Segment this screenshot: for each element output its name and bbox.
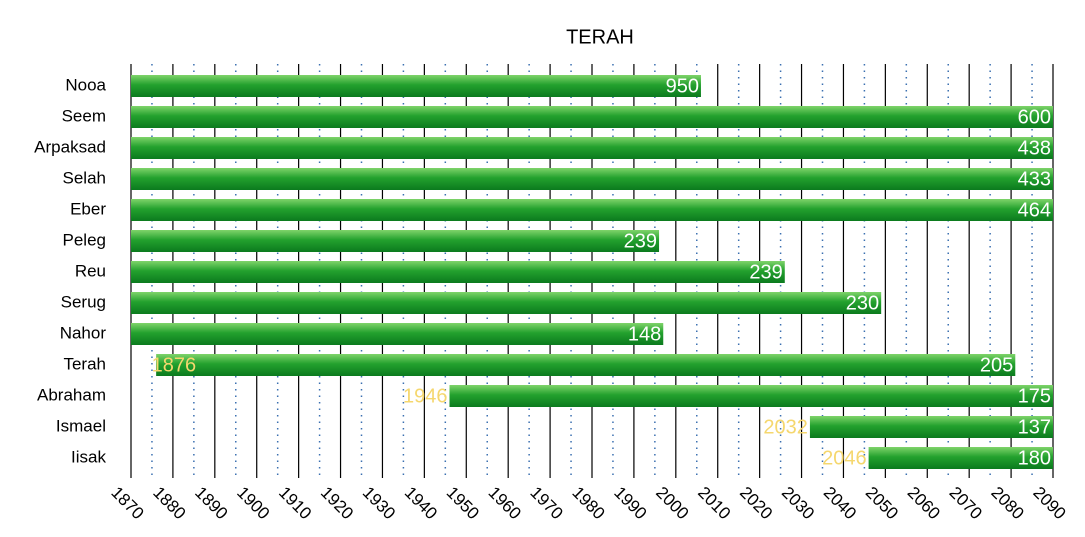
y-tick-label: Eber <box>70 199 106 218</box>
bar <box>131 292 882 314</box>
y-tick-label: Ismael <box>56 416 106 435</box>
duration-label: 230 <box>846 292 879 314</box>
x-tick-label: 1980 <box>568 483 608 523</box>
x-tick-label: 1880 <box>149 483 189 523</box>
duration-label: 175 <box>1018 385 1051 407</box>
y-tick-label: Abraham <box>37 385 106 404</box>
x-tick-label: 2050 <box>862 483 902 523</box>
duration-label: 137 <box>1018 416 1051 438</box>
bar <box>449 385 1053 407</box>
x-tick-label: 1870 <box>107 483 147 523</box>
bar <box>131 323 664 345</box>
x-tick-label: 1940 <box>401 483 441 523</box>
x-tick-label: 2070 <box>946 483 986 523</box>
duration-label: 205 <box>980 354 1013 376</box>
y-tick-label: Arpaksad <box>34 137 106 156</box>
x-tick-label: 2000 <box>652 483 692 523</box>
x-tick-label: 2060 <box>904 483 944 523</box>
bar <box>131 230 660 252</box>
bar <box>809 416 1053 438</box>
x-tick-label: 1990 <box>610 483 650 523</box>
y-tick-label: Nahor <box>60 323 107 342</box>
bar <box>868 447 1053 469</box>
duration-label: 180 <box>1018 447 1051 469</box>
x-tick-label: 2020 <box>736 483 776 523</box>
y-tick-label: Iisak <box>71 447 106 466</box>
bar <box>131 261 785 283</box>
bars <box>131 75 1053 469</box>
y-tick-label: Peleg <box>63 230 106 249</box>
duration-label: 148 <box>628 323 661 345</box>
bar <box>131 199 1053 221</box>
x-tick-label: 1910 <box>275 483 315 523</box>
bar <box>131 168 1053 190</box>
x-tick-label: 1900 <box>233 483 273 523</box>
duration-label: 433 <box>1018 168 1051 190</box>
duration-label: 464 <box>1018 199 1051 221</box>
x-tick-label: 1960 <box>485 483 525 523</box>
y-tick-label: Reu <box>75 261 106 280</box>
x-tick-label: 1970 <box>526 483 566 523</box>
bar <box>131 75 701 97</box>
x-tick-label: 2010 <box>694 483 734 523</box>
x-tick-label: 1920 <box>317 483 357 523</box>
duration-label: 600 <box>1018 106 1051 128</box>
x-tick-label: 1950 <box>443 483 483 523</box>
labels: 1870 1880 1890 1900 1910 1920 1930 1940 1950 1960… <box>34 75 1069 523</box>
x-tick-label: 2080 <box>987 483 1027 523</box>
x-tick-label: 1890 <box>191 483 231 523</box>
x-tick-label: 2030 <box>778 483 818 523</box>
duration-label: 239 <box>749 261 782 283</box>
y-tick-label: Terah <box>63 354 106 373</box>
bar <box>131 137 1053 159</box>
start-label: 2046 <box>822 447 867 469</box>
x-tick-label: 1930 <box>359 483 399 523</box>
start-label: 1876 <box>152 354 197 376</box>
y-tick-label: Serug <box>61 292 106 311</box>
bar <box>131 106 1053 128</box>
y-tick-label: Selah <box>63 168 106 187</box>
y-tick-label: Seem <box>62 106 106 125</box>
bar <box>156 354 1016 376</box>
start-label: 1946 <box>403 385 448 407</box>
start-label: 2032 <box>763 416 808 438</box>
x-tick-label: 2040 <box>820 483 860 523</box>
y-tick-label: Nooa <box>65 75 106 94</box>
duration-label: 438 <box>1018 137 1051 159</box>
x-tick-label: 2090 <box>1029 483 1069 523</box>
duration-label: 950 <box>666 75 699 97</box>
chart-title: TERAH <box>566 26 634 48</box>
duration-label: 239 <box>624 230 657 252</box>
